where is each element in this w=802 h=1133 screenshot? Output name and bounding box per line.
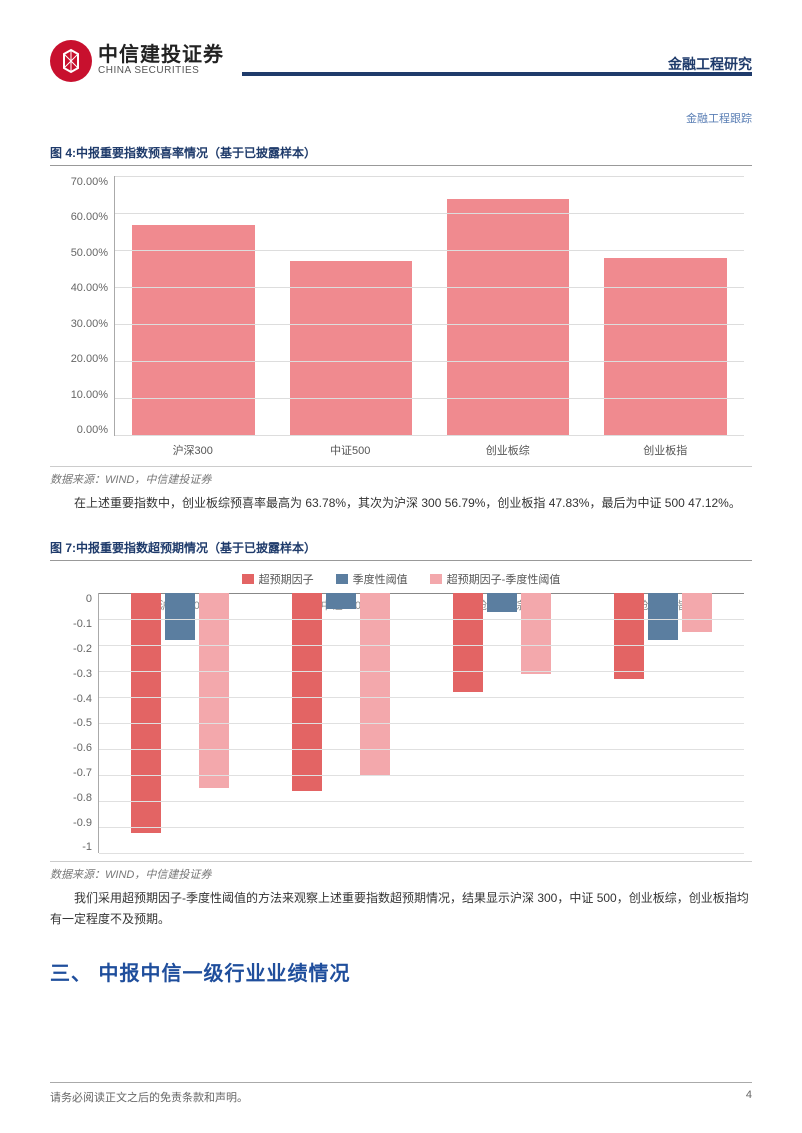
chart1-title: 图 4:中报重要指数预喜率情况（基于已披露样本） — [50, 144, 752, 166]
logo-cn: 中信建投证券 — [98, 45, 224, 66]
chart2-title: 图 7:中报重要指数超预期情况（基于已披露样本） — [50, 539, 752, 561]
chart1-xtick: 创业板指 — [587, 442, 745, 458]
chart1-xtick: 中证500 — [272, 442, 430, 458]
chart1-gridline — [115, 287, 744, 288]
chart2-bar-fill — [487, 593, 517, 611]
chart1-bar-slot — [587, 176, 744, 435]
chart1-xaxis: 沪深300中证500创业板综创业板指 — [114, 442, 744, 458]
chart1-bar-slot — [430, 176, 587, 435]
chart2-legend-item: 季度性阈值 — [336, 571, 408, 587]
legend-swatch-icon — [242, 574, 254, 584]
chart1-bar — [447, 199, 570, 435]
chart1-bars — [115, 176, 744, 435]
chart2-ytick: 0 — [86, 593, 92, 605]
chart2-legend: 超预期因子 季度性阈值 超预期因子-季度性阈值 — [58, 571, 744, 587]
footer-page-number: 4 — [746, 1089, 752, 1105]
page-footer: 请务必阅读正文之后的免责条款和声明。 4 — [50, 1082, 752, 1105]
chart2-bar-fill — [199, 593, 229, 788]
chart2-gridline — [99, 775, 744, 776]
header-subsection-label: 金融工程跟踪 — [50, 110, 752, 126]
chart2-ytick: -0.5 — [73, 717, 92, 729]
chart2-ytick: -1 — [82, 841, 92, 853]
chart1-xtick: 创业板综 — [429, 442, 587, 458]
chart2-plot: 沪深300中证500创业板综创业板指 — [98, 593, 744, 853]
logo-mark-icon — [50, 40, 92, 82]
chart1-gridline — [115, 213, 744, 214]
chart1-xtick: 沪深300 — [114, 442, 272, 458]
chart1-yaxis: 70.00% 60.00% 50.00% 40.00% 30.00% 20.00% 10.0… — [58, 176, 114, 436]
legend-label: 超预期因子 — [259, 571, 314, 587]
legend-swatch-icon — [430, 574, 442, 584]
chart1-plot — [114, 176, 744, 436]
chart1-bar — [604, 258, 727, 435]
para-2: 我们采用超预期因子-季度性阈值的方法来观察上述重要指数超预期情况，结果显示沪深 … — [50, 888, 752, 929]
legend-label: 超预期因子-季度性阈值 — [447, 571, 561, 587]
chart2-gridline — [99, 723, 744, 724]
page: 中信建投证券 CHINA SECURITIES 金融工程研究 金融工程跟踪 图 … — [0, 0, 802, 1133]
chart1-gridline — [115, 398, 744, 399]
chart1-ytick: 60.00% — [71, 211, 108, 223]
chart1-gridline — [115, 435, 744, 436]
page-header: 中信建投证券 CHINA SECURITIES — [50, 40, 752, 82]
chart1-ytick: 10.00% — [71, 389, 108, 401]
chart2-gridline — [99, 749, 744, 750]
chart2-bar-fill — [360, 593, 390, 775]
chart2-gridline — [99, 827, 744, 828]
legend-swatch-icon — [336, 574, 348, 584]
chart2-bar-fill — [682, 593, 712, 632]
chart1: 70.00% 60.00% 50.00% 40.00% 30.00% 20.00% 10.0… — [50, 172, 752, 460]
chart1-ytick: 20.00% — [71, 353, 108, 365]
chart1-ytick: 30.00% — [71, 318, 108, 330]
chart1-ytick: 0.00% — [77, 424, 108, 436]
chart1-bar — [132, 225, 255, 435]
chart1-ytick: 50.00% — [71, 247, 108, 259]
chart2-ytick: -0.1 — [73, 618, 92, 630]
chart2-legend-item: 超预期因子-季度性阈值 — [430, 571, 561, 587]
chart2: 超预期因子 季度性阈值 超预期因子-季度性阈值 0 -0.1 -0.2 -0.3 -0.4 -… — [50, 567, 752, 855]
chart2-source: 数据来源：WIND，中信建投证券 — [50, 861, 752, 882]
chart1-bar-slot — [115, 176, 272, 435]
chart1-ytick: 70.00% — [71, 176, 108, 188]
chart2-bar-fill — [292, 593, 322, 791]
chart2-yaxis: 0 -0.1 -0.2 -0.3 -0.4 -0.5 -0.6 -0.7 -0.8 -0.9 -1 — [58, 593, 98, 853]
brand-logo: 中信建投证券 CHINA SECURITIES — [50, 40, 224, 82]
section-heading: 三、 中报中信一级行业业绩情况 — [50, 957, 752, 986]
chart2-bar-fill — [131, 593, 161, 832]
chart1-gridline — [115, 250, 744, 251]
chart1-gridline — [115, 324, 744, 325]
chart1-ytick: 40.00% — [71, 282, 108, 294]
chart2-gridline — [99, 619, 744, 620]
logo-en: CHINA SECURITIES — [98, 66, 224, 77]
chart2-bar-fill — [521, 593, 551, 674]
chart2-ytick: -0.8 — [73, 792, 92, 804]
chart2-bar-fill — [648, 593, 678, 640]
chart2-gridline — [99, 645, 744, 646]
chart2-gridline — [99, 697, 744, 698]
chart2-bar-fill — [453, 593, 483, 692]
chart2-gridline — [99, 801, 744, 802]
chart2-ytick: -0.9 — [73, 817, 92, 829]
logo-text: 中信建投证券 CHINA SECURITIES — [98, 45, 224, 77]
legend-label: 季度性阈值 — [353, 571, 408, 587]
chart2-ytick: -0.3 — [73, 668, 92, 680]
chart2-gridline — [99, 671, 744, 672]
footer-disclaimer: 请务必阅读正文之后的免责条款和声明。 — [50, 1089, 248, 1105]
para-1: 在上述重要指数中，创业板综预喜率最高为 63.78%，其次为沪深 300 56.… — [50, 493, 752, 513]
chart1-bar-slot — [272, 176, 429, 435]
chart1-source: 数据来源：WIND，中信建投证券 — [50, 466, 752, 487]
chart1-gridline — [115, 176, 744, 177]
chart2-ytick: -0.6 — [73, 742, 92, 754]
chart2-ytick: -0.2 — [73, 643, 92, 655]
chart2-ytick: -0.7 — [73, 767, 92, 779]
chart2-legend-item: 超预期因子 — [242, 571, 314, 587]
header-section-label: 金融工程研究 — [668, 54, 752, 74]
chart2-bar-fill — [614, 593, 644, 679]
chart2-bar-fill — [165, 593, 195, 640]
chart2-bar-fill — [326, 593, 356, 609]
chart1-gridline — [115, 361, 744, 362]
chart2-gridline — [99, 853, 744, 854]
chart2-ytick: -0.4 — [73, 693, 92, 705]
